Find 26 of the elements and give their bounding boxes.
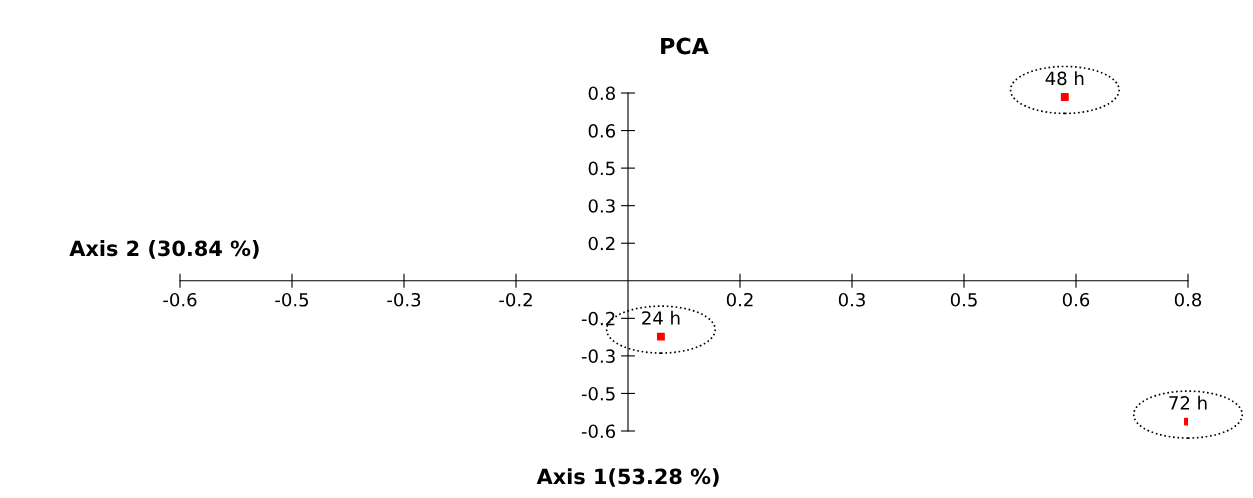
y-tick-label: 0.2: [588, 236, 615, 251]
x-tick-label: -0.6: [163, 292, 197, 307]
y-axis-title: Axis 2 (30.84 %): [69, 240, 259, 259]
x-axis-title: Axis 1(53.28 %): [536, 468, 719, 487]
x-tick-label: 0.8: [1174, 292, 1202, 307]
annotation: 72 h: [1169, 395, 1207, 410]
annotation: 24 h: [642, 310, 680, 325]
x-tick-label: -0.5: [275, 292, 309, 307]
x-tick-label: 0.3: [838, 292, 865, 307]
x-tick-label: -0.2: [499, 292, 532, 307]
y-tick-label: -0.5: [581, 386, 615, 401]
y-tick-label: -0.3: [581, 349, 615, 364]
y-tick-label: -0.6: [581, 424, 616, 439]
y-tick-label: 0.6: [588, 124, 616, 138]
y-tick-label: 0.8: [588, 86, 615, 101]
y-tick-label: 0.5: [588, 161, 615, 176]
point: [1060, 93, 1069, 101]
annotation: 48 h: [1045, 71, 1084, 86]
chart-title: PCA: [661, 37, 709, 55]
x-tick-label: 0.6: [1062, 292, 1090, 307]
y-tick-label: 0.3: [588, 199, 615, 213]
point: [656, 332, 665, 341]
x-tick-label: 0.2: [726, 292, 753, 307]
x-tick-label: 0.5: [950, 292, 977, 307]
y-tick-label: -0.2: [581, 311, 615, 326]
x-tick-label: -0.3: [387, 292, 421, 307]
